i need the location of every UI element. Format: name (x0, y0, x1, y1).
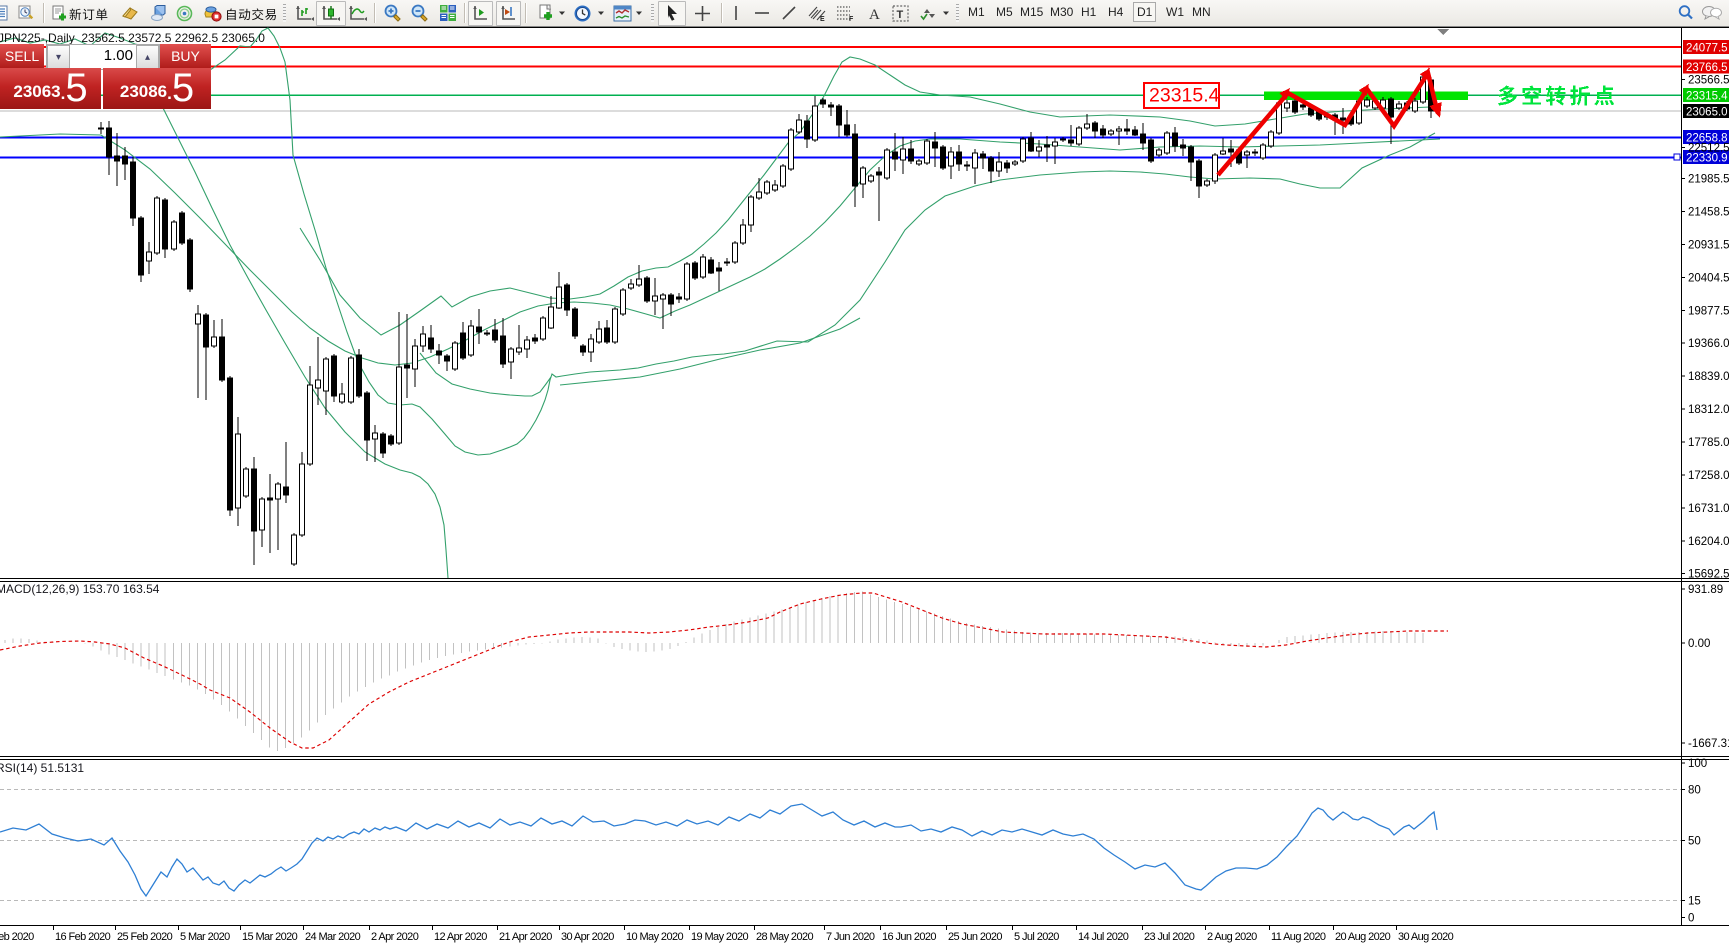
svg-text:MACD(12,26,9) 153.70 163.54: MACD(12,26,9) 153.70 163.54 (0, 582, 160, 596)
svg-text:24077.5: 24077.5 (1686, 43, 1728, 55)
svg-text:16731.0: 16731.0 (1688, 503, 1729, 515)
svg-text:T: T (896, 9, 903, 21)
svg-text:0.00: 0.00 (1688, 638, 1710, 650)
svg-text:A: A (869, 7, 880, 22)
svg-text:24 Mar 2020: 24 Mar 2020 (305, 931, 361, 943)
svg-text:RSI(14) 51.5131: RSI(14) 51.5131 (0, 761, 84, 775)
svg-text:25 Jun 2020: 25 Jun 2020 (948, 931, 1002, 943)
svg-text:22512.5: 22512.5 (1688, 143, 1729, 155)
svg-text:10 May 2020: 10 May 2020 (626, 931, 683, 943)
svg-text:25 Feb 2020: 25 Feb 2020 (117, 931, 173, 943)
svg-text:21458.5: 21458.5 (1688, 207, 1729, 219)
svg-text:931.89: 931.89 (1688, 584, 1723, 596)
svg-text:22330.9: 22330.9 (1686, 153, 1728, 165)
svg-text:22658.8: 22658.8 (1686, 133, 1728, 145)
svg-text:50: 50 (1688, 836, 1701, 848)
svg-text:16204.0: 16204.0 (1688, 536, 1729, 548)
svg-text:23766.5: 23766.5 (1686, 62, 1728, 74)
svg-text:23065.0: 23065.0 (1686, 107, 1728, 119)
svg-text:12 Apr 2020: 12 Apr 2020 (434, 931, 487, 943)
svg-text:E: E (820, 16, 825, 22)
svg-text:15: 15 (1688, 896, 1701, 908)
svg-text:100: 100 (1688, 758, 1707, 770)
svg-text:2 Aug 2020: 2 Aug 2020 (1207, 931, 1257, 943)
svg-text:11 Aug 2020: 11 Aug 2020 (1271, 931, 1326, 943)
svg-text:30 Aug 2020: 30 Aug 2020 (1398, 931, 1454, 943)
svg-text:17258.0: 17258.0 (1688, 470, 1729, 482)
svg-text:7 Jun 2020: 7 Jun 2020 (826, 931, 875, 943)
svg-text:9 Feb 2020: 9 Feb 2020 (0, 931, 34, 943)
svg-text:2 Apr 2020: 2 Apr 2020 (371, 931, 419, 943)
svg-text:30 Apr 2020: 30 Apr 2020 (561, 931, 614, 943)
svg-text:20 Aug 2020: 20 Aug 2020 (1335, 931, 1391, 943)
svg-text:16 Jun 2020: 16 Jun 2020 (882, 931, 936, 943)
svg-text:23 Jul 2020: 23 Jul 2020 (1144, 931, 1195, 943)
svg-text:19 May 2020: 19 May 2020 (691, 931, 748, 943)
svg-text:18312.0: 18312.0 (1688, 404, 1729, 416)
svg-text:80: 80 (1688, 785, 1701, 797)
svg-text:20404.5: 20404.5 (1688, 273, 1729, 285)
svg-text:20931.5: 20931.5 (1688, 240, 1729, 252)
svg-text:-1667.31: -1667.31 (1688, 738, 1729, 750)
svg-text:18839.0: 18839.0 (1688, 371, 1729, 383)
svg-text:19877.5: 19877.5 (1688, 306, 1729, 318)
svg-text:23315.4: 23315.4 (1686, 91, 1728, 103)
svg-text:23315.4: 23315.4 (1149, 85, 1220, 107)
svg-text:0: 0 (1688, 913, 1694, 925)
svg-text:14 Jul 2020: 14 Jul 2020 (1078, 931, 1129, 943)
svg-text:F: F (849, 16, 854, 22)
svg-text:19366.0: 19366.0 (1688, 338, 1729, 350)
svg-text:15 Mar 2020: 15 Mar 2020 (242, 931, 298, 943)
svg-text:5 Jul 2020: 5 Jul 2020 (1014, 931, 1059, 943)
svg-text:28 May 2020: 28 May 2020 (756, 931, 813, 943)
svg-text:21 Apr 2020: 21 Apr 2020 (499, 931, 552, 943)
svg-text:5 Mar 2020: 5 Mar 2020 (180, 931, 230, 943)
svg-text:16 Feb 2020: 16 Feb 2020 (55, 931, 111, 943)
svg-text:23566.5: 23566.5 (1688, 75, 1729, 87)
svg-text:21985.5: 21985.5 (1688, 174, 1729, 186)
svg-text:15692.5: 15692.5 (1688, 569, 1729, 581)
svg-text:17785.0: 17785.0 (1688, 437, 1729, 449)
